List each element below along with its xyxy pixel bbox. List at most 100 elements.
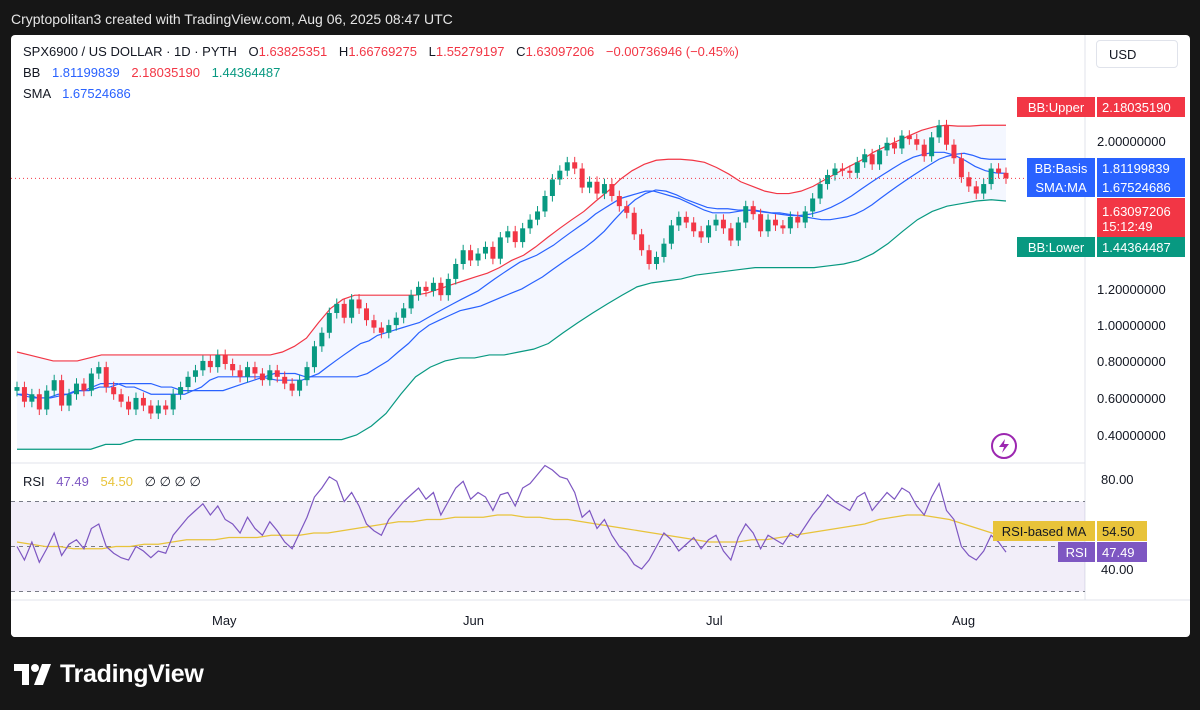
tradingview-logo[interactable]: TradingView: [14, 660, 204, 689]
currency-button[interactable]: USD: [1096, 40, 1178, 68]
time-axis-label: May: [212, 613, 237, 628]
candle-body: [140, 397, 146, 406]
candle-body: [646, 250, 652, 265]
candle-body: [624, 206, 630, 213]
candle-body: [921, 144, 927, 157]
candle-body: [118, 394, 124, 402]
candle-body: [765, 219, 771, 232]
candle-body: [973, 186, 979, 194]
candle-body: [572, 162, 578, 169]
rsi-ma-tag-name: RSI-based MA: [993, 521, 1095, 541]
rsi-extra-values: ∅ ∅ ∅ ∅: [144, 474, 201, 489]
candle-body: [832, 168, 838, 176]
candle-body: [170, 394, 176, 410]
candle-body: [66, 394, 72, 406]
bb-basis-line: [16, 152, 1006, 399]
candle-body: [616, 196, 622, 207]
candle-body: [304, 367, 310, 381]
candle-body: [654, 256, 660, 265]
candle-body: [14, 387, 20, 391]
candle-body: [416, 286, 422, 296]
low-value: 1.55279197: [435, 44, 505, 59]
rsi-legend[interactable]: RSI 47.49 54.50 ∅ ∅ ∅ ∅: [23, 474, 201, 490]
last-price-tag: 1.63097206 15:12:49: [1097, 198, 1185, 240]
bb-lower-tag-value: 1.44364487: [1097, 237, 1185, 257]
candle-body: [126, 401, 132, 410]
candle-body: [274, 370, 280, 377]
candle-body: [252, 367, 258, 374]
candle-body: [326, 313, 332, 333]
time-axis-label: Jul: [706, 613, 723, 628]
price-axis-label: 0.80000000: [1097, 354, 1166, 369]
candle-body: [758, 214, 764, 232]
candle-body: [311, 346, 317, 368]
candle-body: [683, 216, 689, 223]
rsi-value: 47.49: [56, 474, 89, 489]
open-label: O: [248, 44, 259, 59]
candle-body: [1003, 172, 1009, 179]
candle-body: [163, 405, 169, 410]
sma-value: 1.67524686: [62, 86, 131, 101]
sma-tag-value: 1.67524686: [1097, 177, 1185, 197]
candle-body: [661, 243, 667, 257]
sma-legend[interactable]: SMA 1.67524686: [23, 86, 131, 101]
candle-body: [356, 299, 362, 309]
candle-body: [59, 380, 65, 406]
candle-body: [847, 170, 853, 173]
candle-body: [698, 231, 704, 238]
candle-body: [728, 228, 734, 241]
candle-body: [289, 383, 295, 391]
candle-body: [839, 168, 845, 171]
candle-body: [549, 179, 555, 197]
candle-body: [795, 216, 801, 223]
candle-body: [936, 125, 942, 138]
ohlc-legend: SPX6900 / US DOLLAR · 1D · PYTH O1.63825…: [23, 44, 739, 59]
bb-legend[interactable]: BB 1.81199839 2.18035190 1.44364487: [23, 65, 280, 80]
candle-body: [408, 295, 414, 309]
candle-body: [750, 206, 756, 215]
candle-body: [363, 308, 369, 321]
candle-body: [869, 154, 875, 165]
bb-lower-value: 1.44364487: [211, 65, 281, 80]
candle-body: [423, 286, 429, 291]
candle-body: [825, 175, 831, 185]
candle-body: [29, 394, 35, 402]
lightning-icon[interactable]: [991, 433, 1017, 459]
candle-body: [720, 219, 726, 229]
candle-body: [609, 184, 615, 197]
candle-body: [482, 246, 488, 254]
candle-body: [341, 303, 347, 318]
candle-body: [899, 135, 905, 149]
rsi-ma-line: [16, 514, 1007, 550]
candle-body: [944, 125, 950, 145]
candle-body: [884, 142, 890, 151]
candle-body: [401, 308, 407, 318]
chart-caption: Cryptopolitan3 created with TradingView.…: [11, 11, 453, 27]
low-label: L: [428, 44, 436, 59]
candle-body: [668, 225, 674, 244]
bollinger-band-fill: [17, 125, 1006, 450]
candle-body: [535, 211, 541, 220]
bb-lower-line: [17, 199, 1007, 450]
rsi-ma-value: 54.50: [100, 474, 134, 489]
candle-body: [192, 370, 198, 377]
candle-body: [386, 325, 392, 333]
price-axis-label: 1.20000000: [1097, 282, 1166, 297]
candle-body: [497, 237, 503, 259]
candle-body: [512, 231, 518, 243]
candle-body: [133, 397, 139, 410]
symbol-title[interactable]: SPX6900 / US DOLLAR · 1D · PYTH: [23, 44, 237, 59]
bb-upper-line: [16, 124, 1006, 362]
candle-body: [230, 364, 236, 371]
candle-body: [215, 354, 221, 368]
candle-body: [349, 299, 355, 318]
candle-body: [155, 405, 161, 414]
candle-body: [51, 380, 57, 391]
candle-body: [631, 212, 637, 235]
candle-body: [996, 168, 1002, 173]
chart-canvas[interactable]: [11, 35, 1190, 637]
bb-basis-value: 1.81199839: [51, 65, 120, 80]
chart-panel[interactable]: SPX6900 / US DOLLAR · 1D · PYTH O1.63825…: [11, 35, 1190, 637]
candle-body: [430, 282, 436, 291]
candle-body: [810, 198, 816, 212]
